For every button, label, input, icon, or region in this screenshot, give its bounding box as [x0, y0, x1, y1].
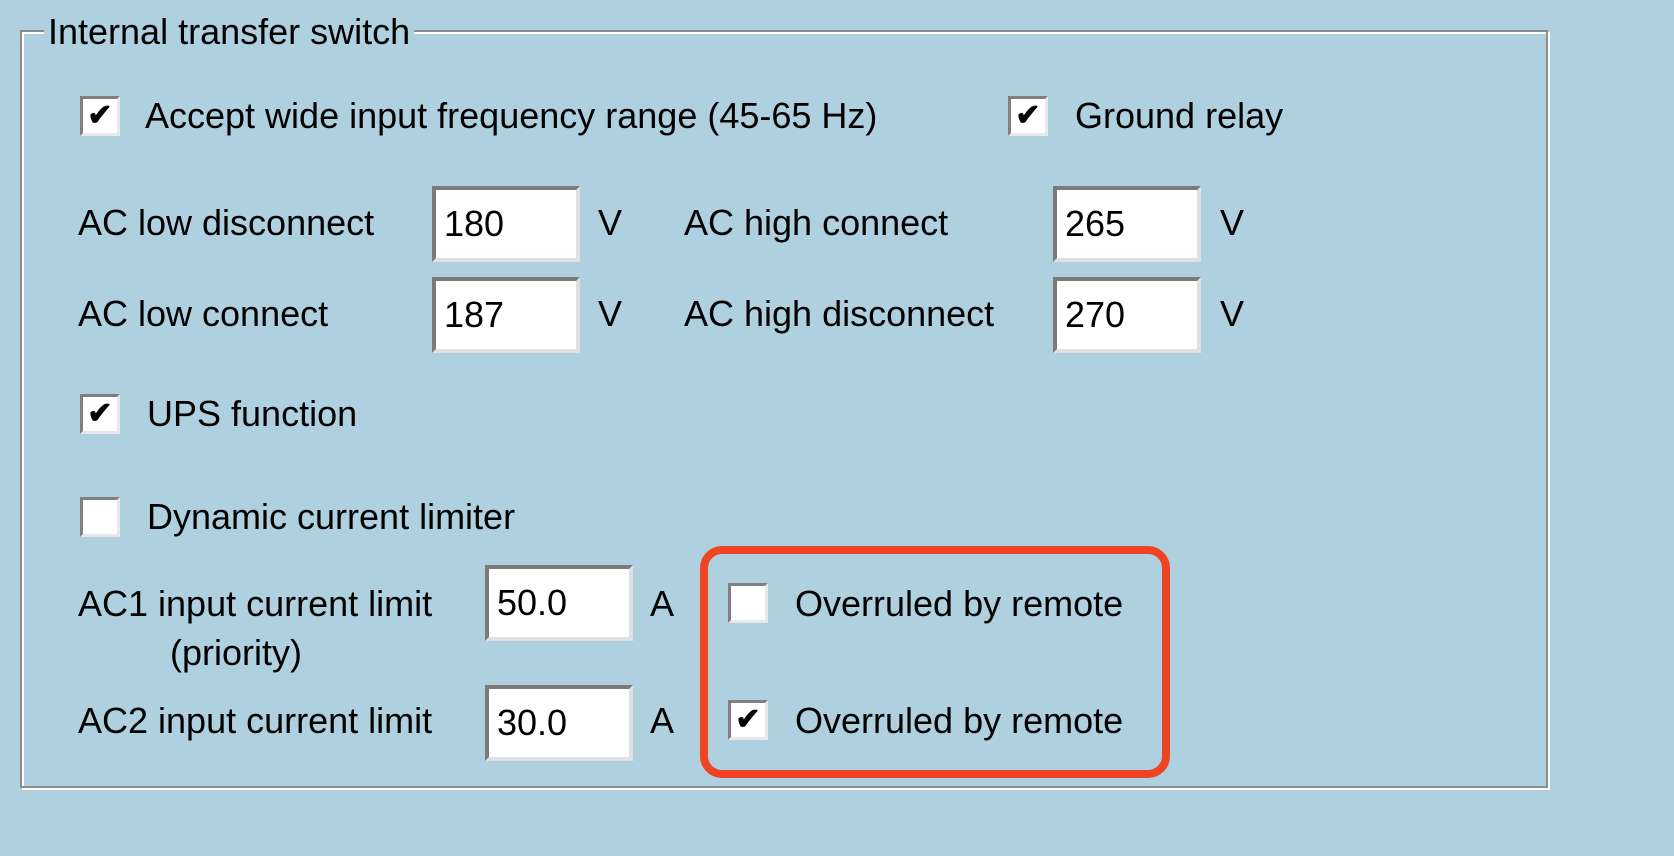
check-icon: ✔	[1015, 99, 1041, 132]
ground-relay-label[interactable]: Ground relay	[1075, 95, 1284, 136]
ac-high-connect-input[interactable]: 265	[1053, 186, 1201, 262]
dynamic-current-limiter-checkbox[interactable]	[80, 497, 120, 537]
ac1-current-limit-label: AC1 input current limit	[78, 583, 433, 624]
check-icon: ✔	[735, 703, 761, 736]
ups-function-checkbox[interactable]: ✔	[80, 394, 120, 434]
ac-high-disconnect-input[interactable]: 270	[1053, 277, 1201, 353]
ac2-overruled-checkbox[interactable]: ✔	[728, 700, 768, 740]
ac1-overruled-label[interactable]: Overruled by remote	[795, 583, 1124, 624]
ac-high-connect-label: AC high connect	[684, 202, 949, 243]
ac-low-connect-input[interactable]: 187	[432, 277, 580, 353]
ac-low-disconnect-unit: V	[598, 202, 623, 243]
wide-frequency-checkbox[interactable]: ✔	[80, 96, 120, 136]
ac2-current-limit-label: AC2 input current limit	[78, 700, 433, 741]
ac-high-disconnect-label: AC high disconnect	[684, 293, 995, 334]
check-icon: ✔	[87, 397, 113, 430]
ups-function-label[interactable]: UPS function	[147, 393, 358, 434]
check-icon: ✔	[87, 99, 113, 132]
wide-frequency-label[interactable]: Accept wide input frequency range (45-65…	[145, 95, 878, 136]
highlight-annotation	[700, 546, 1170, 778]
ac1-current-unit: A	[650, 583, 675, 624]
ac-high-disconnect-unit: V	[1220, 293, 1245, 334]
ac2-current-unit: A	[650, 700, 675, 741]
ac2-overruled-label[interactable]: Overruled by remote	[795, 700, 1124, 741]
internal-transfer-switch-group	[20, 30, 1548, 788]
ac2-current-limit-input[interactable]: 30.0	[485, 685, 633, 761]
ac-low-disconnect-label: AC low disconnect	[78, 202, 375, 243]
ac-low-disconnect-input[interactable]: 180	[432, 186, 580, 262]
ac-high-connect-unit: V	[1220, 202, 1245, 243]
ac1-overruled-checkbox[interactable]	[728, 583, 768, 623]
ac1-priority-label: (priority)	[170, 632, 302, 673]
ground-relay-checkbox[interactable]: ✔	[1008, 96, 1048, 136]
ac-low-connect-unit: V	[598, 293, 623, 334]
ac1-current-limit-input[interactable]: 50.0	[485, 565, 633, 641]
group-title: Internal transfer switch	[44, 12, 415, 52]
ac-low-connect-label: AC low connect	[78, 293, 329, 334]
dynamic-current-limiter-label[interactable]: Dynamic current limiter	[147, 496, 516, 537]
